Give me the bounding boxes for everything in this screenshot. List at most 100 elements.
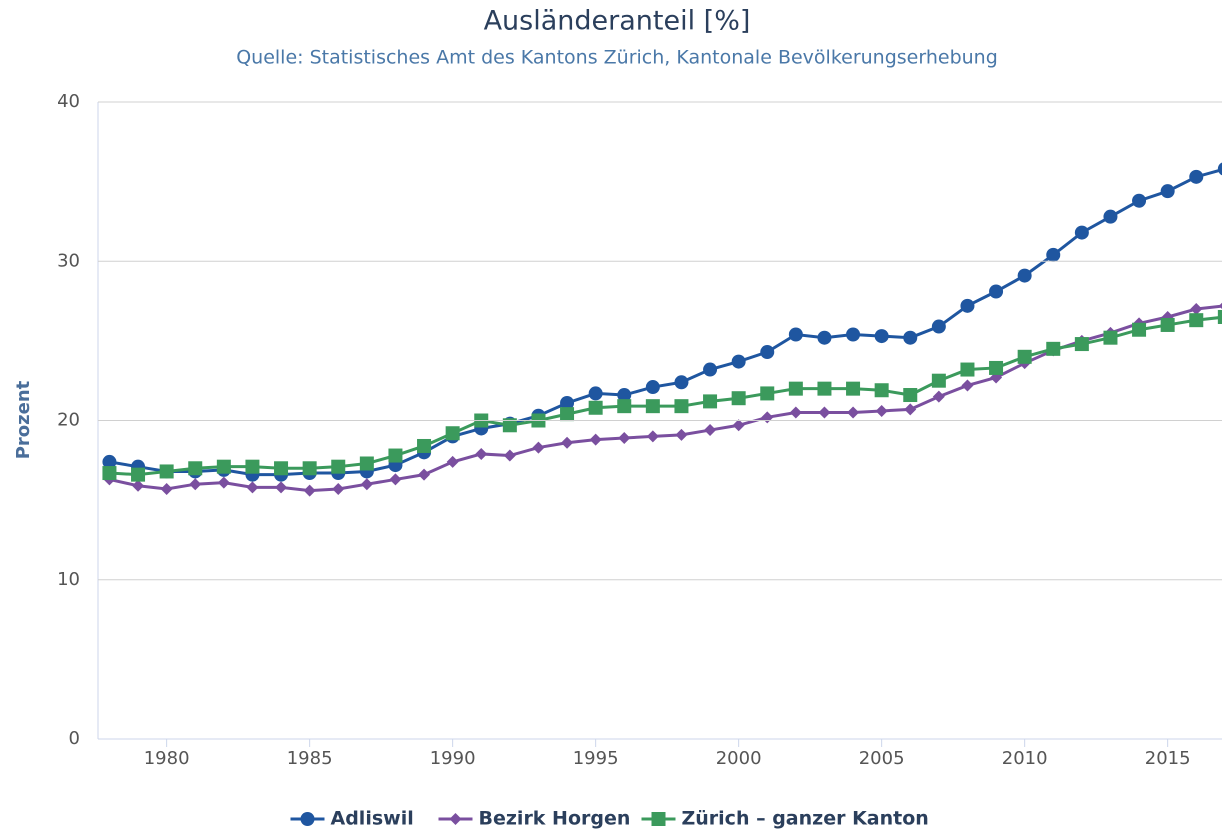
point	[560, 407, 575, 422]
series-line	[109, 315, 1222, 477]
chart-subtitle: Quelle: Statistisches Amt des Kantons Zü…	[236, 47, 998, 69]
point	[1190, 303, 1203, 316]
point	[300, 812, 315, 826]
x-tick-label: 2000	[716, 748, 762, 769]
x-tick-label: 2015	[1145, 748, 1191, 769]
point	[560, 395, 575, 410]
point	[1217, 309, 1222, 324]
point	[960, 362, 975, 377]
point	[1017, 268, 1032, 283]
plot-area	[102, 162, 1222, 497]
point	[503, 449, 516, 462]
point	[417, 438, 432, 453]
point	[703, 362, 718, 377]
legend-label: Zürich – ganzer Kanton	[682, 808, 929, 830]
point	[1189, 169, 1204, 184]
point	[760, 386, 775, 401]
point	[674, 375, 689, 390]
point	[302, 461, 317, 476]
point	[989, 360, 1004, 375]
point	[646, 430, 659, 443]
point	[788, 327, 803, 342]
point	[189, 478, 202, 491]
point	[818, 406, 831, 419]
point	[1189, 313, 1204, 328]
point	[788, 381, 803, 396]
point	[817, 381, 832, 396]
legend-item: Zürich – ganzer Kanton	[641, 808, 929, 830]
point	[1103, 209, 1118, 224]
point	[360, 478, 373, 491]
point	[245, 459, 260, 474]
y-tick-label: 30	[57, 250, 80, 271]
point	[246, 481, 259, 494]
point	[217, 476, 230, 489]
point	[1218, 302, 1222, 309]
point	[847, 406, 860, 419]
point	[589, 433, 602, 446]
x-tick-label: 1995	[573, 748, 619, 769]
point	[331, 459, 346, 474]
point	[961, 379, 974, 392]
point	[532, 441, 545, 454]
point	[875, 404, 888, 417]
point	[904, 403, 917, 416]
legend-label: Adliswil	[331, 808, 414, 830]
x-tick-label: 2010	[1002, 748, 1048, 769]
point	[1132, 193, 1147, 208]
point	[274, 461, 289, 476]
point	[388, 448, 403, 463]
point	[645, 399, 660, 414]
x-tick-label: 1980	[144, 748, 190, 769]
point	[618, 432, 631, 445]
point	[216, 459, 231, 474]
point	[932, 390, 945, 403]
y-tick-label: 20	[57, 410, 80, 431]
point	[732, 419, 745, 432]
legend-item: Adliswil	[290, 808, 414, 830]
point	[931, 373, 946, 388]
y-axis-label: Prozent	[13, 380, 34, 459]
point	[1160, 317, 1175, 332]
legend-label: Bezirk Horgen	[479, 808, 631, 830]
point	[159, 464, 174, 479]
point	[903, 388, 918, 403]
point	[674, 399, 689, 414]
point	[389, 473, 402, 486]
point	[651, 812, 666, 826]
point	[131, 467, 146, 482]
point	[731, 391, 746, 406]
x-tick-label: 1985	[287, 748, 333, 769]
point	[931, 319, 946, 334]
point	[502, 418, 517, 433]
point	[645, 380, 660, 395]
point	[102, 466, 117, 481]
point	[789, 406, 802, 419]
point	[960, 298, 975, 313]
point	[903, 330, 918, 345]
point	[617, 399, 632, 414]
point	[102, 454, 117, 469]
point	[846, 327, 861, 342]
point	[1160, 184, 1175, 199]
point	[445, 426, 460, 441]
point	[817, 330, 832, 345]
y-tick-label: 10	[57, 569, 80, 590]
point	[359, 456, 374, 471]
point	[846, 381, 861, 396]
point	[1217, 162, 1222, 176]
point	[1046, 247, 1061, 262]
point	[704, 424, 717, 437]
x-tick-label: 2005	[859, 748, 905, 769]
point	[160, 482, 173, 495]
point	[475, 447, 488, 460]
point	[1103, 330, 1118, 345]
point	[188, 461, 203, 476]
point	[132, 479, 145, 492]
point	[332, 482, 345, 495]
point	[1017, 349, 1032, 364]
point	[588, 400, 603, 415]
point	[761, 411, 774, 424]
point	[703, 394, 718, 409]
